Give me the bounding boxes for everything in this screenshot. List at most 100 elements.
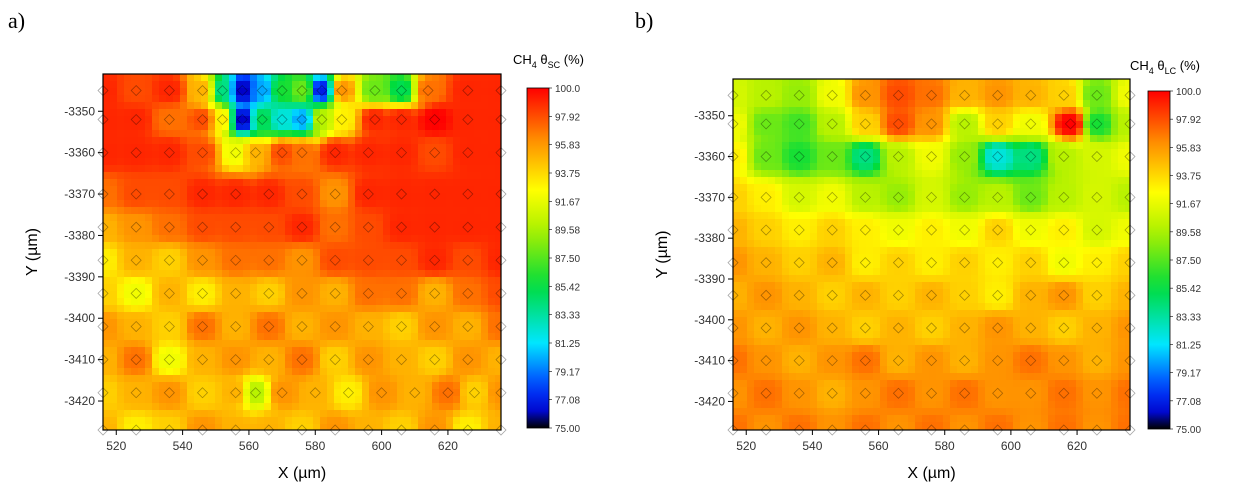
heatmap-cell [782,149,790,157]
heatmap-cell [859,163,867,171]
heatmap-cell [740,184,748,192]
heatmap-cell [915,282,923,290]
heatmap-cell [880,380,888,388]
heatmap-cell [838,226,846,234]
heatmap-cell [131,214,139,222]
heatmap-cell [845,338,853,346]
heatmap-cell [803,324,811,332]
heatmap-cell [131,165,139,173]
heatmap-cell [901,254,909,262]
heatmap-cell [936,317,944,325]
heatmap-cell [306,354,314,362]
heatmap-cell [348,284,356,292]
heatmap-cell [453,424,461,431]
heatmap-cell [110,186,118,194]
heatmap-cell [215,137,223,145]
heatmap-cell [159,389,167,397]
heatmap-cell [397,368,405,376]
data-point [130,221,142,233]
heatmap-cell [103,221,111,229]
heatmap-cell [180,144,188,152]
heatmap-cell [957,100,965,108]
heatmap-cell [425,242,433,250]
data-point [329,320,341,333]
heatmap-cell [397,109,405,117]
heatmap-cell [915,114,923,122]
heatmap-cell [978,415,986,423]
heatmap-cell [334,396,342,404]
heatmap-cell [187,186,195,194]
heatmap-cell [145,102,153,110]
heatmap-cell [278,172,286,180]
heatmap-cell [187,242,195,250]
heatmap-cell [278,235,286,243]
heatmap-cell [173,207,181,215]
heatmap-cell [201,207,209,215]
heatmap-cell [775,408,783,416]
heatmap-cell [432,228,440,236]
heatmap-cell [145,305,153,313]
heatmap-cell [320,200,328,208]
heatmap-cell [810,240,818,248]
heatmap-cell [124,333,132,341]
heatmap-cell [278,333,286,341]
heatmap-cell [306,277,314,285]
heatmap-cell [474,102,482,110]
heatmap-cell [117,88,125,96]
heatmap-cell [145,228,153,236]
heatmap-cell [131,158,139,166]
heatmap-cell [866,359,874,367]
heatmap-cell [495,284,502,292]
heatmap-cell [950,282,958,290]
heatmap-cell [201,410,209,418]
heatmap-cell [173,270,181,278]
heatmap-cell [215,333,223,341]
heatmap-cell [852,261,860,269]
heatmap-cell [957,352,965,360]
heatmap-cell [404,347,412,355]
heatmap-cell [446,88,454,96]
heatmap-cell [775,226,783,234]
heatmap-cell [845,114,853,122]
heatmap-cell [782,359,790,367]
heatmap-cell [985,296,993,304]
heatmap-cell [362,109,370,117]
heatmap-cell [369,179,377,187]
heatmap-cell [215,361,223,369]
heatmap-cell [789,373,797,381]
heatmap-cell [964,86,972,94]
heatmap-cell [362,102,370,110]
heatmap-cell [418,165,426,173]
heatmap-cell [257,424,265,431]
heatmap-cell [208,284,216,292]
heatmap-cell [243,396,251,404]
heatmap-cell [208,95,216,103]
heatmap-cell [782,394,790,402]
heatmap-cell [950,128,958,136]
heatmap-cell [243,186,251,194]
heatmap-cell [369,144,377,152]
heatmap-cell [194,340,202,348]
heatmap-cell [866,408,874,416]
heatmap-cell [978,289,986,297]
heatmap-cell [299,270,307,278]
data-point [276,387,288,399]
heatmap-cell [936,282,944,290]
heatmap-cell [943,394,951,402]
heatmap-cell [817,198,825,206]
heatmap-cell [803,184,811,192]
heatmap-cell [348,172,356,180]
heatmap-cell [754,289,762,297]
heatmap-cell [355,200,363,208]
heatmap-cell [264,424,272,431]
heatmap-cell [285,109,293,117]
heatmap-cell [278,158,286,166]
heatmap-cell [474,354,482,362]
heatmap-cell [432,81,440,89]
heatmap-cell [348,326,356,334]
heatmap-cell [194,151,202,159]
heatmap-cell [292,256,300,264]
heatmap-cell [964,128,972,136]
heatmap-cell [117,158,125,166]
heatmap-cell [922,261,930,269]
